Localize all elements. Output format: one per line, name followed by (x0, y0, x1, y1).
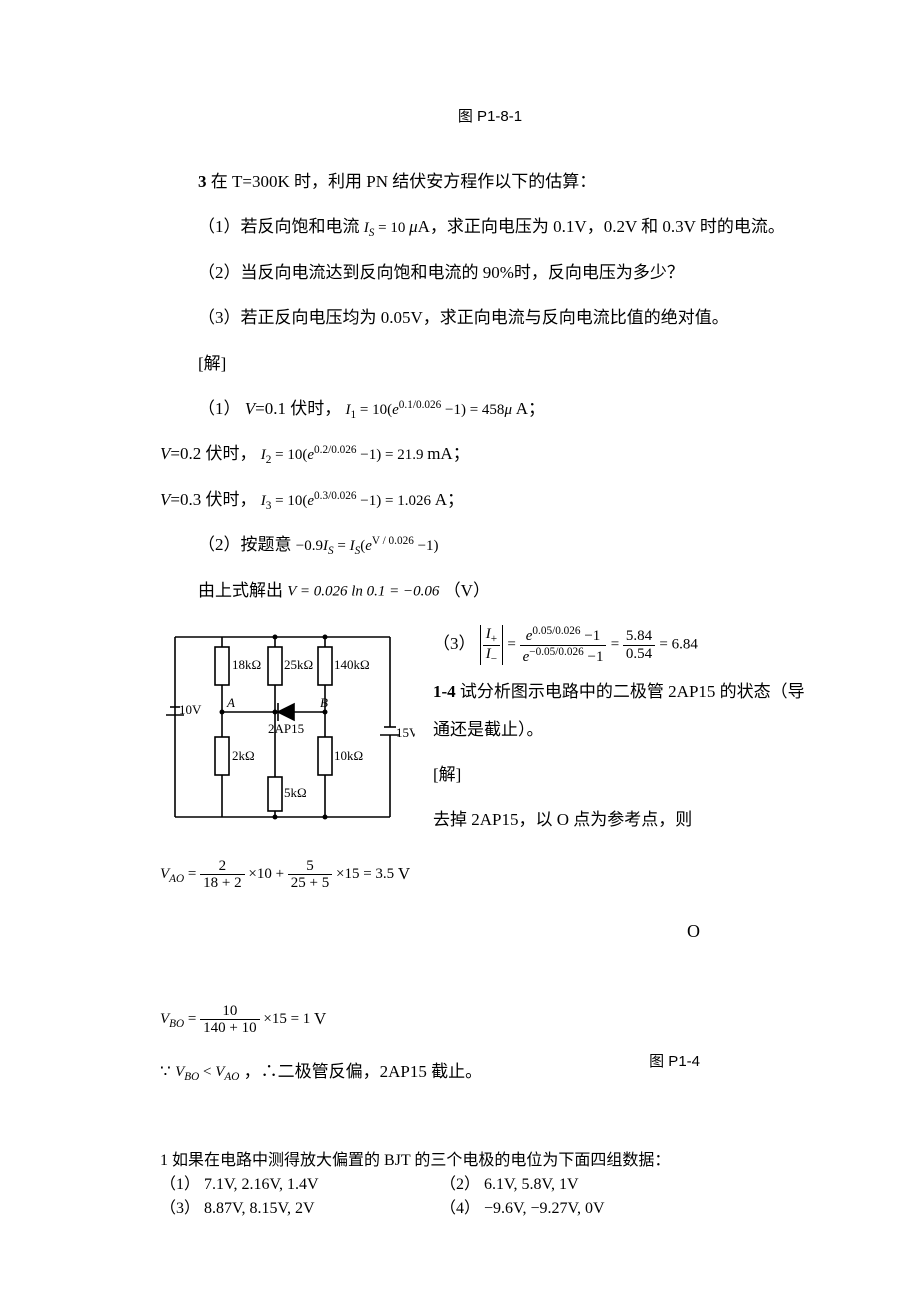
circuit-diagram: 18kΩ 25kΩ 140kΩ 2kΩ 10kΩ 5kΩ 10V 15V A B… (160, 617, 415, 842)
formula-I1: I1 = 10(e0.1/0.026 −1) = 458μ (345, 402, 515, 418)
abs-bars: I+ I− (480, 625, 503, 665)
formula-I3: I3 = 10(e0.3/0.026 −1) = 1.026 (261, 493, 435, 509)
q4-item-2: （2） 6.1V, 5.8V, 1V (440, 1173, 619, 1197)
svg-text:10V: 10V (179, 702, 202, 717)
answer-2-line2: 由上式解出 V = 0.026 ln 0.1 = −0.06 （V） (198, 572, 820, 609)
svg-text:10kΩ: 10kΩ (334, 748, 363, 763)
svg-text:B: B (320, 695, 328, 710)
p14-line1: 去掉 2AP15，以 O 点为参考点，则 (433, 801, 820, 838)
reference-point-O: O (160, 912, 820, 952)
q4-item-4: （4） −9.6V, −9.27V, 0V (440, 1197, 645, 1221)
document-page: 图 P1-8-1 3 在 T=300K 时，利用 PN 结伏安方程作以下的估算：… (0, 0, 920, 1281)
problem-3-sub1: （1）若反向饱和电流 IS = 10 μA，求正向电压为 0.1V，0.2V 和… (198, 208, 820, 245)
question-block-bjt: 1 如果在电路中测得放大偏置的 BJT 的三个电极的电位为下面四组数据： （1）… (160, 1149, 820, 1221)
problem-1-4-heading: 1-4 试分析图示电路中的二极管 2AP15 的状态（导通还是截止）。 (433, 673, 820, 748)
formula-Is: IS = 10 (364, 220, 409, 236)
vbo-equation: VBO = 10140 + 10 ×15 = 1 V (160, 1000, 820, 1037)
svg-text:15V: 15V (396, 725, 415, 740)
formula-a2: −0.9IS = IS(eV / 0.026 −1) (296, 538, 439, 554)
solution-label-2: [解] (433, 756, 820, 793)
svg-text:5kΩ: 5kΩ (284, 785, 307, 800)
problem-3-number: 3 (198, 172, 207, 191)
formula-I2: I2 = 10(e0.2/0.026 −1) = 21.9 (261, 447, 427, 463)
problem-3-sub2: （2）当反向电流达到反向饱和电流的 90%时，反向电压为多少？ (198, 254, 820, 291)
svg-text:2AP15: 2AP15 (268, 721, 304, 736)
figure-label-p14: 图 P1-4 (649, 1045, 820, 1098)
q4-item-3: （3） 8.87V, 8.15V, 2V (160, 1197, 440, 1221)
svg-text:140kΩ: 140kΩ (334, 657, 370, 672)
problem-3-sub3: （3）若正反向电压均为 0.05V，求正向电流与反向电流比值的绝对值。 (198, 299, 820, 336)
answer-2-line1: （2）按题意 −0.9IS = IS(eV / 0.026 −1) (198, 526, 820, 563)
svg-text:25kΩ: 25kΩ (284, 657, 313, 672)
svg-text:2kΩ: 2kΩ (232, 748, 255, 763)
answer-1-v02: V=0.2 伏时， I2 = 10(e0.2/0.026 −1) = 21.9 … (160, 435, 820, 472)
figure-caption-top: 图 P1-8-1 (160, 100, 820, 133)
answer-3: （3） I+ I− = e0.05/0.026 −1 e−0.05/0.026 … (433, 625, 820, 665)
solution-label-1: [解] (198, 345, 820, 382)
answer-1-v01: （1） V=0.1 伏时， I1 = 10(e0.1/0.026 −1) = 4… (198, 390, 820, 427)
svg-text:A: A (226, 695, 235, 710)
right-text-column: （3） I+ I− = e0.05/0.026 −1 e−0.05/0.026 … (433, 617, 820, 847)
problem-3-heading: 3 在 T=300K 时，利用 PN 结伏安方程作以下的估算： (198, 163, 820, 200)
answer-1-v03: V=0.3 伏时， I3 = 10(e0.3/0.026 −1) = 1.026… (160, 481, 820, 518)
two-column-block: 18kΩ 25kΩ 140kΩ 2kΩ 10kΩ 5kΩ 10V 15V A B… (160, 617, 820, 847)
q4-item-1: （1） 7.1V, 2.16V, 1.4V (160, 1173, 440, 1197)
vao-equation: VAO = 218 + 2 ×10 + 525 + 5 ×15 = 3.5 V (160, 855, 820, 892)
svg-text:18kΩ: 18kΩ (232, 657, 261, 672)
conclusion-row: ∵ VBO < VAO ，∴二极管反偏，2AP15 截止。 图 P1-4 (160, 1045, 820, 1098)
problem-3-text: 在 T=300K 时，利用 PN 结伏安方程作以下的估算： (207, 172, 597, 191)
q4-lead: 1 如果在电路中测得放大偏置的 BJT 的三个电极的电位为下面四组数据： (160, 1149, 820, 1173)
conclusion-text: ∵ VBO < VAO ，∴二极管反偏，2AP15 截止。 (160, 1053, 482, 1090)
